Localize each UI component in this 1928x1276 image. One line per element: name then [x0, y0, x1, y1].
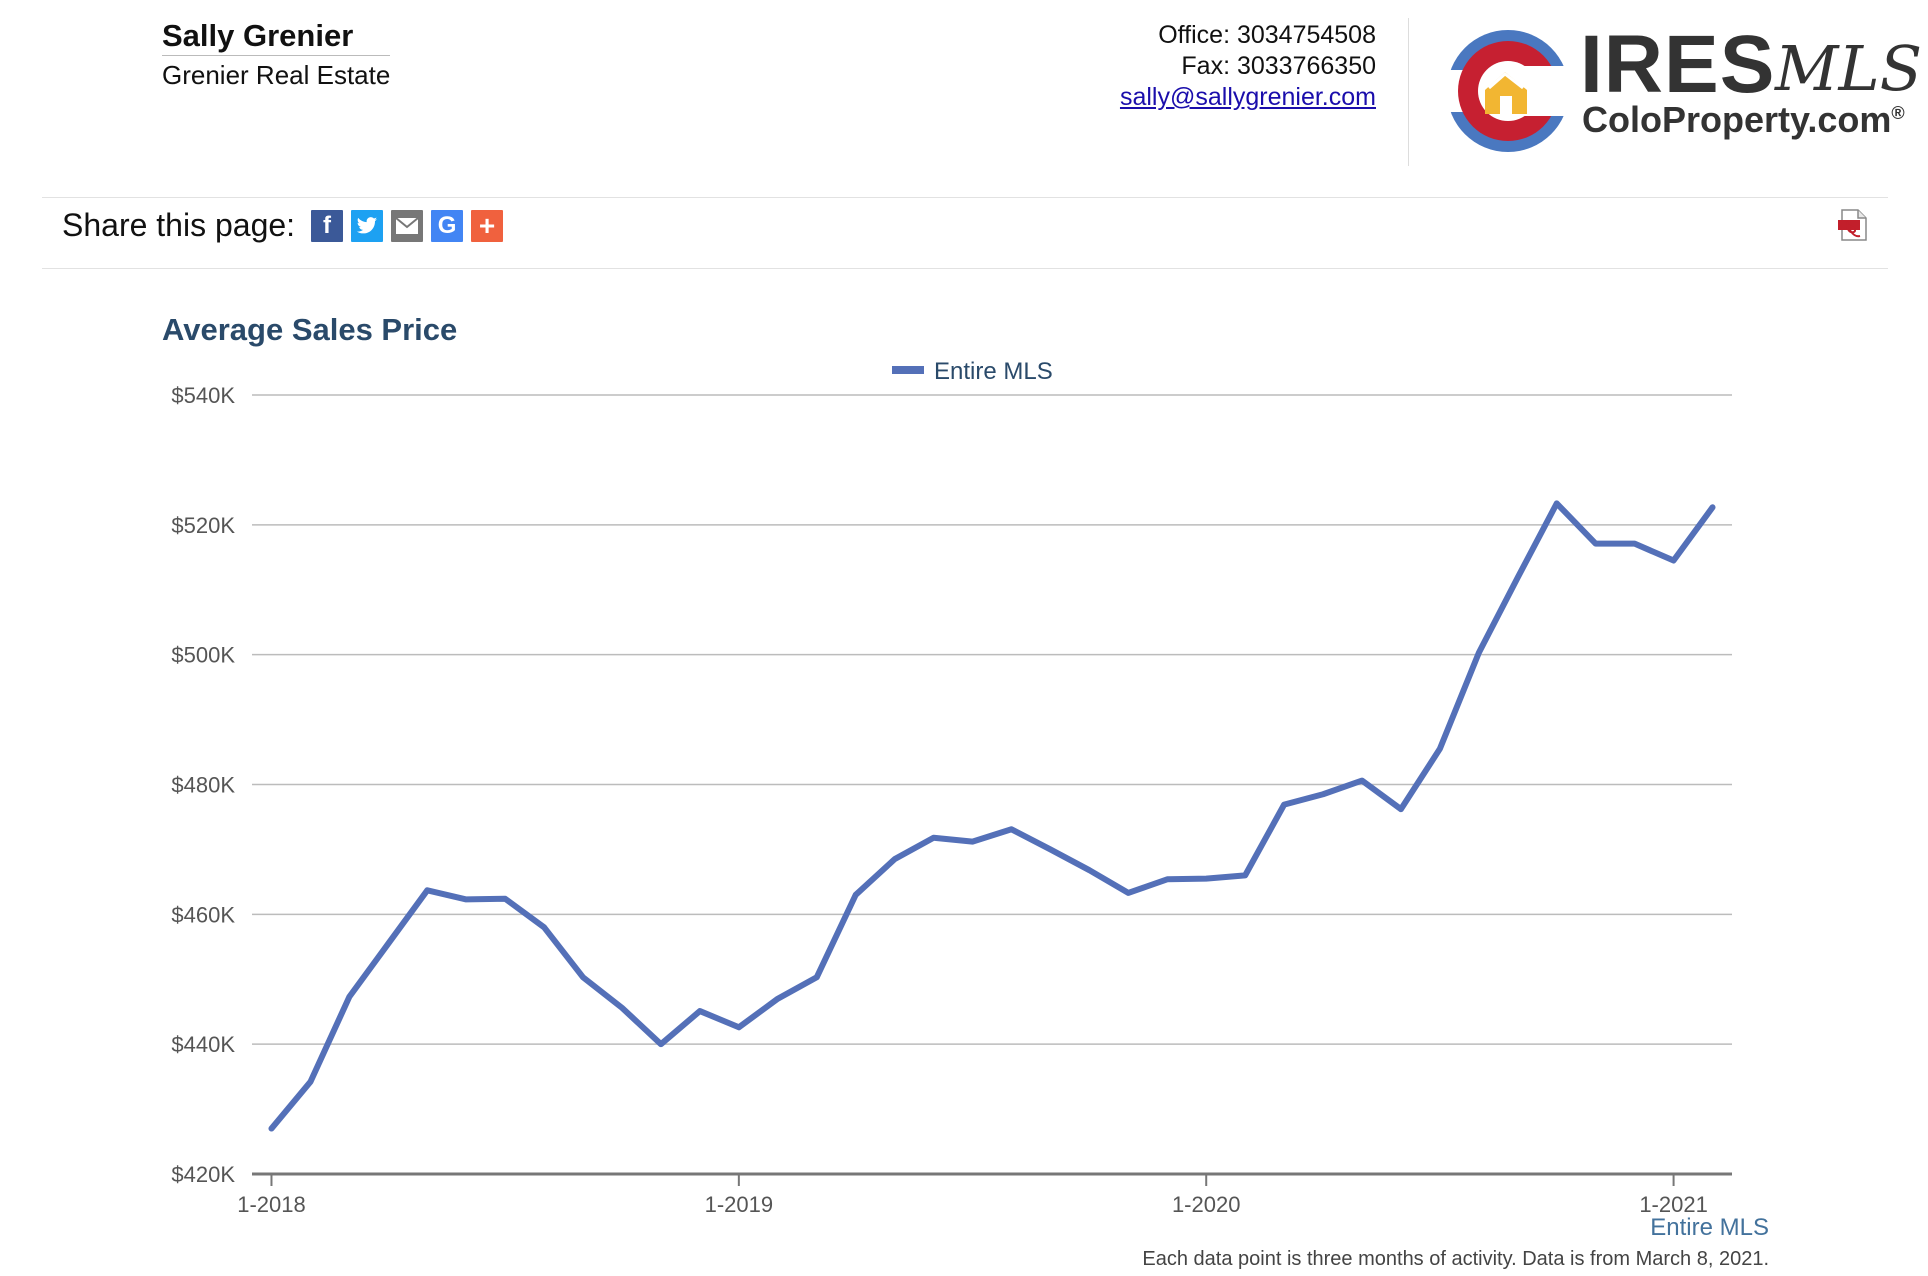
series-line-entire-mls — [268, 500, 1716, 1132]
email-icon — [395, 216, 419, 234]
twitter-share-button[interactable] — [351, 209, 384, 242]
chart-gridlines — [252, 394, 1732, 1176]
legend-label: Entire MLS — [934, 358, 1053, 385]
office-phone: Office: 3034754508 — [1158, 21, 1376, 49]
y-tick-label: $420K — [171, 1162, 235, 1187]
share-bar-bottom-divider — [42, 268, 1888, 269]
y-tick-label: $540K — [171, 383, 235, 408]
logo-coloproperty-text: ColoProperty.com® — [1582, 102, 1905, 138]
logo-colo-label: ColoProperty.com — [1582, 99, 1892, 140]
add-share-icon: + — [478, 209, 496, 241]
share-bar-top-divider — [42, 197, 1888, 198]
agent-company: Grenier Real Estate — [162, 60, 391, 90]
chart-legend: Entire MLS — [892, 358, 1053, 385]
x-tick-label: 1-2018 — [237, 1192, 306, 1217]
facebook-icon: f — [323, 211, 332, 239]
google-icon: G — [437, 211, 457, 239]
agent-name: Sally Grenier — [162, 18, 354, 53]
x-tick-label: 1-2020 — [1172, 1192, 1241, 1217]
legend-swatch — [892, 366, 924, 374]
y-tick-label: $480K — [171, 773, 235, 798]
header-divider — [1408, 18, 1409, 166]
x-tick-label: 1-2019 — [705, 1192, 774, 1217]
twitter-icon — [356, 216, 378, 233]
share-bar: Share this page: f G + — [62, 207, 504, 244]
chart-x-ticks: 1-2018 1-2019 1-2020 1-2021 — [237, 1174, 1708, 1217]
ires-mls-logo[interactable]: IRES MLS ColoProperty.com® — [1445, 24, 1922, 153]
more-share-button[interactable]: + — [471, 209, 504, 242]
pdf-icon[interactable] — [1836, 208, 1870, 242]
agent-name-divider — [162, 55, 390, 56]
email-link[interactable]: sally@sallygrenier.com — [1119, 83, 1376, 111]
chart-title: Average Sales Price — [162, 312, 458, 347]
chart-series — [268, 500, 1716, 1132]
colorado-house-logo-icon — [1447, 30, 1571, 152]
y-tick-label: $500K — [171, 643, 235, 668]
logo-ires-text: IRES — [1580, 19, 1776, 110]
contact-block: Office: 3034754508 Fax: 3033766350 sally… — [1120, 20, 1376, 113]
email-share-button[interactable] — [391, 209, 424, 242]
y-tick-label: $520K — [171, 513, 235, 538]
logo-registered-mark: ® — [1891, 103, 1905, 123]
facebook-share-button[interactable]: f — [311, 209, 344, 242]
x-tick-label: 1-2021 — [1639, 1192, 1708, 1217]
chart-y-tick-labels: $420K $440K $460K $480K $500K $520K $540K — [171, 383, 235, 1187]
footnote: Each data point is three months of activ… — [1142, 1248, 1769, 1270]
logo-mls-text: MLS — [1775, 32, 1923, 105]
fax-number: Fax: 3033766350 — [1181, 52, 1376, 80]
source-link[interactable]: Entire MLS — [1650, 1214, 1769, 1241]
google-share-button[interactable]: G — [431, 209, 464, 242]
y-tick-label: $440K — [171, 1032, 235, 1057]
y-tick-label: $460K — [171, 902, 235, 927]
share-label: Share this page: — [62, 207, 296, 243]
